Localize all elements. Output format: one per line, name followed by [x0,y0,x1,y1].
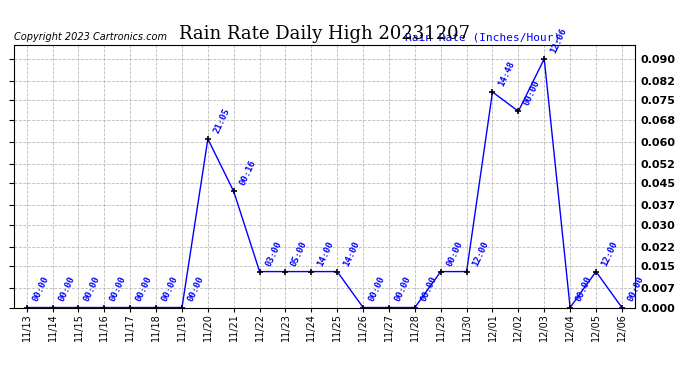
Text: 14:00: 14:00 [315,239,335,267]
Text: 00:00: 00:00 [135,275,154,303]
Text: 00:00: 00:00 [445,239,464,267]
Text: 00:00: 00:00 [108,275,128,303]
Text: 12:00: 12:00 [600,239,620,267]
Text: 14:48: 14:48 [497,60,516,88]
Text: 21:05: 21:05 [212,106,232,135]
Text: 00:00: 00:00 [419,275,439,303]
Text: 05:00: 05:00 [290,239,309,267]
Text: 12:06: 12:06 [549,27,568,55]
Text: 00:00: 00:00 [160,275,180,303]
Text: 00:00: 00:00 [367,275,387,303]
Text: 00:00: 00:00 [57,275,77,303]
Title: Rain Rate Daily High 20231207: Rain Rate Daily High 20231207 [179,26,470,44]
Text: 00:16: 00:16 [238,159,257,187]
Text: Rain Rate (Inches/Hour): Rain Rate (Inches/Hour) [405,32,560,42]
Text: 03:00: 03:00 [264,239,284,267]
Text: 00:00: 00:00 [393,275,413,303]
Text: Copyright 2023 Cartronics.com: Copyright 2023 Cartronics.com [14,32,168,42]
Text: 12:00: 12:00 [471,239,491,267]
Text: 00:00: 00:00 [186,275,206,303]
Text: 00:00: 00:00 [574,275,594,303]
Text: 14:00: 14:00 [342,239,361,267]
Text: 00:00: 00:00 [83,275,102,303]
Text: 00:00: 00:00 [31,275,50,303]
Text: 00:00: 00:00 [626,275,646,303]
Text: 00:00: 00:00 [522,79,542,107]
